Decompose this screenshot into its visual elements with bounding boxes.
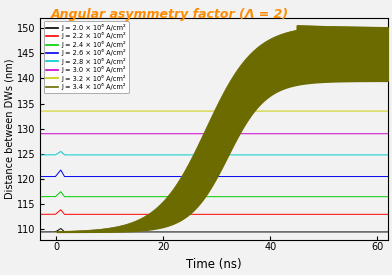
X-axis label: Time (ns): Time (ns) [186, 258, 242, 271]
Y-axis label: Distance between DWs (nm): Distance between DWs (nm) [4, 59, 14, 199]
Text: Angular asymmetry factor (Λ = 2): Angular asymmetry factor (Λ = 2) [51, 8, 289, 21]
Legend: J = 2.0 × 10⁶ A/cm², J = 2.2 × 10⁶ A/cm², J = 2.4 × 10⁶ A/cm², J = 2.6 × 10⁶ A/c: J = 2.0 × 10⁶ A/cm², J = 2.2 × 10⁶ A/cm²… [44, 21, 129, 93]
